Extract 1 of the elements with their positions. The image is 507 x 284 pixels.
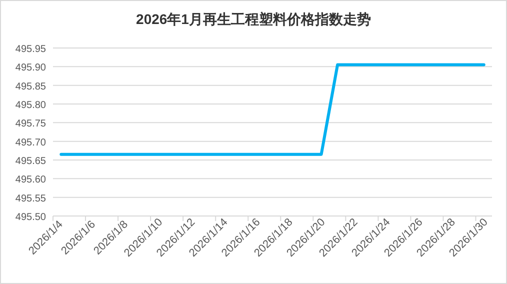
title: 2026年1月再生工程塑料价格指数走势 xyxy=(136,11,371,27)
